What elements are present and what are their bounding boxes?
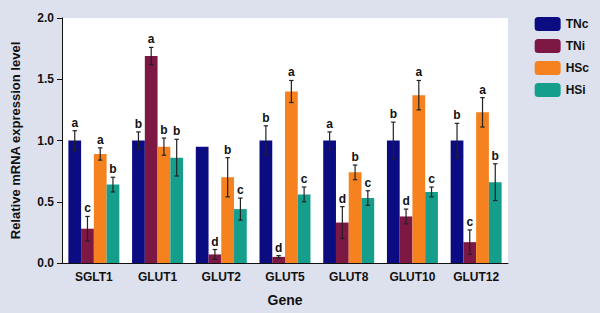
svg-text:d: d (339, 192, 346, 206)
svg-text:GLUT1: GLUT1 (138, 270, 178, 284)
svg-text:TNc: TNc (566, 17, 589, 31)
svg-text:Relative mRNA expression level: Relative mRNA expression level (8, 42, 23, 240)
svg-text:GLUT2: GLUT2 (202, 270, 242, 284)
svg-text:b: b (390, 107, 397, 121)
svg-text:0.0: 0.0 (37, 256, 54, 270)
svg-text:b: b (224, 143, 231, 157)
svg-text:b: b (262, 111, 269, 125)
svg-text:b: b (135, 117, 142, 131)
svg-text:0.5: 0.5 (37, 195, 54, 209)
svg-text:b: b (453, 108, 460, 122)
svg-text:GLUT10: GLUT10 (389, 270, 435, 284)
svg-text:c: c (237, 183, 244, 197)
svg-text:1.5: 1.5 (37, 72, 54, 86)
svg-text:d: d (211, 235, 218, 249)
svg-text:b: b (109, 162, 116, 176)
svg-text:Gene: Gene (267, 292, 302, 308)
svg-text:c: c (364, 176, 371, 190)
svg-text:d: d (275, 241, 282, 255)
svg-text:a: a (148, 32, 155, 46)
svg-text:b: b (492, 149, 499, 163)
svg-text:GLUT12: GLUT12 (453, 270, 499, 284)
svg-text:c: c (428, 172, 435, 186)
svg-text:HSc: HSc (566, 61, 590, 75)
svg-text:c: c (84, 201, 91, 215)
svg-text:1.0: 1.0 (37, 134, 54, 148)
svg-text:GLUT8: GLUT8 (329, 270, 369, 284)
svg-text:SGLT1: SGLT1 (75, 270, 113, 284)
svg-text:HSi: HSi (566, 83, 586, 97)
svg-text:c: c (301, 172, 308, 186)
svg-text:a: a (415, 65, 422, 79)
svg-text:a: a (97, 133, 104, 147)
svg-text:c: c (466, 215, 473, 229)
svg-text:a: a (479, 83, 486, 97)
svg-text:b: b (351, 150, 358, 164)
svg-text:a: a (71, 116, 78, 130)
svg-text:GLUT5: GLUT5 (265, 270, 305, 284)
svg-text:b: b (173, 124, 180, 138)
svg-text:2.0: 2.0 (37, 11, 54, 25)
svg-text:b: b (160, 123, 167, 137)
svg-text:a: a (326, 117, 333, 131)
svg-text:d: d (402, 194, 409, 208)
svg-text:a: a (288, 65, 295, 79)
svg-text:TNi: TNi (566, 39, 585, 53)
